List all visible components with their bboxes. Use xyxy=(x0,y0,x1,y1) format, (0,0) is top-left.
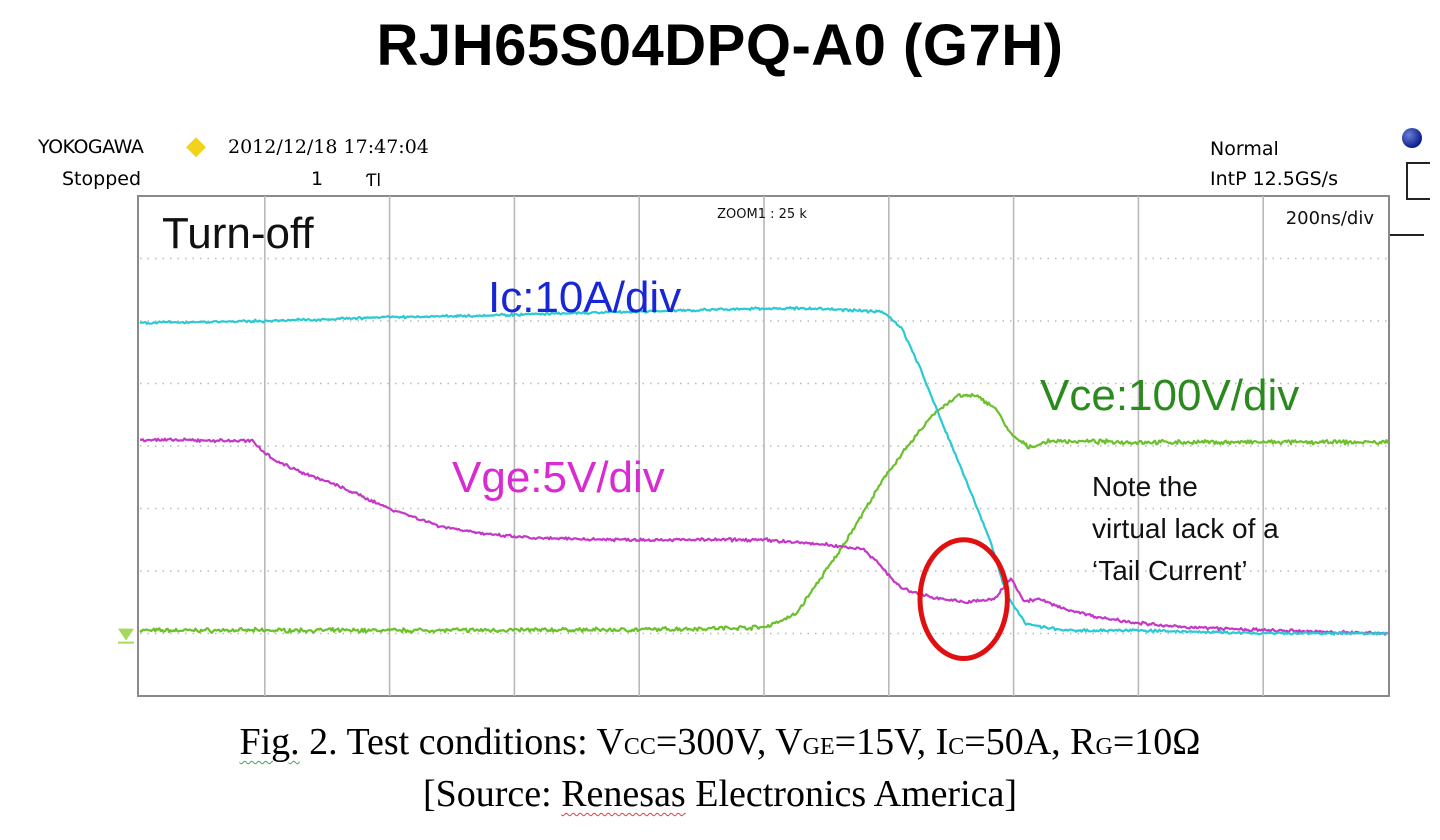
ic-trace xyxy=(139,306,1389,636)
caption-ic-sub: C xyxy=(948,734,965,760)
source-open: [Source: xyxy=(422,773,562,815)
series-label-ic: Ic:10A/div xyxy=(488,273,681,322)
source-caption: [Source: Renesas Electronics America] xyxy=(0,772,1440,816)
sample-rate: IntP 12.5GS/s xyxy=(1210,168,1338,190)
trigger-mode-icon: Ƭl xyxy=(366,171,382,191)
caption-fig-label: Fig. xyxy=(239,721,300,763)
trigger-count: 1 xyxy=(311,168,324,190)
vce-trace xyxy=(139,392,1390,634)
caption-text-a: 2. Test conditions: V xyxy=(299,721,624,763)
annotation-line-2: virtual lack of a xyxy=(1092,513,1279,544)
acquisition-status: Stopped xyxy=(62,168,142,190)
timebase-readout: 200ns/div xyxy=(1286,208,1375,229)
vge-trace xyxy=(139,437,1389,636)
source-name: Renesas xyxy=(561,773,686,815)
caption-rg-sub: G xyxy=(1095,734,1113,760)
annotation-line-1: Note the xyxy=(1092,471,1198,502)
chart-title: Turn-off xyxy=(162,209,314,258)
side-bracket xyxy=(1388,120,1424,236)
source-rest: Electronics America] xyxy=(685,773,1018,815)
scope-grid xyxy=(140,196,1388,696)
acquisition-mode: Normal xyxy=(1210,138,1279,160)
annotation-line-3: ‘Tail Current’ xyxy=(1092,555,1248,586)
caption-vge-sub: GE xyxy=(802,734,835,760)
series-label-vce: Vce:100V/div xyxy=(1040,371,1299,420)
tail-current-highlight-ellipse xyxy=(917,537,1010,661)
series-label-vge: Vge:5V/div xyxy=(452,453,665,502)
figure-caption: Fig. 2. Test conditions: VCC=300V, VGE=1… xyxy=(0,720,1440,769)
zoom-readout: ZOOM1 : 25 k xyxy=(717,207,807,222)
channel-box-icon xyxy=(1406,162,1430,200)
ground-marker-icon xyxy=(118,628,134,641)
scope-traces xyxy=(118,306,1390,661)
status-led-icon xyxy=(1402,128,1422,148)
caption-rg-value: =10Ω xyxy=(1112,721,1201,763)
caption-vcc-sub: CC xyxy=(623,734,656,760)
scope-brand-logo: YOKOGAWA xyxy=(38,136,144,158)
trigger-diamond-icon: ◆ xyxy=(186,130,206,160)
scope-side-controls xyxy=(1388,120,1430,236)
scope-datetime: 2012/12/18 17:47:04 xyxy=(228,136,429,158)
caption-ic-value: =50A, R xyxy=(964,721,1096,763)
page-title: RJH65S04DPQ-A0 (G7H) xyxy=(376,13,1064,78)
caption-vge-value: =15V, I xyxy=(834,721,949,763)
caption-vcc-value: =300V, V xyxy=(655,721,803,763)
